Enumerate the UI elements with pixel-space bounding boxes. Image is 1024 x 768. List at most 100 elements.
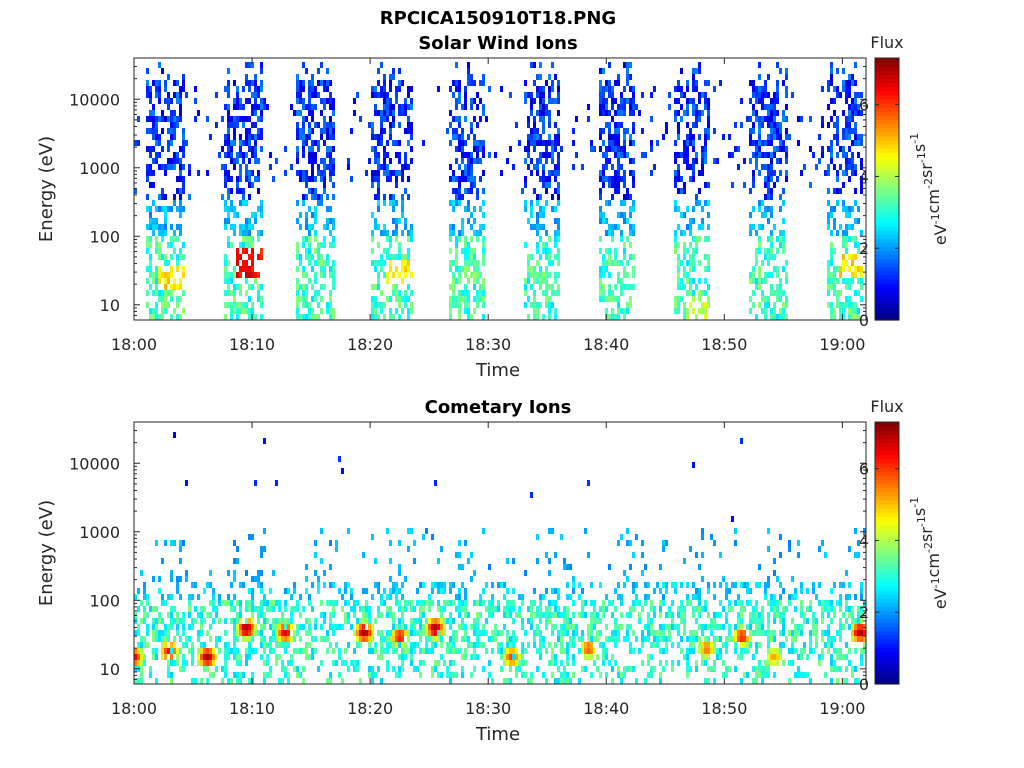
heatmap-cell	[776, 296, 779, 302]
heatmap-cell	[470, 182, 473, 188]
heatmap-cell	[857, 242, 860, 248]
heatmap-cell	[779, 308, 782, 314]
heatmap-cell	[455, 606, 458, 612]
heatmap-cell	[659, 636, 662, 642]
heatmap-cell	[233, 648, 236, 654]
heatmap-cell	[635, 600, 638, 606]
heatmap-cell	[860, 606, 863, 612]
heatmap-cell	[704, 642, 707, 648]
heatmap-cell	[170, 128, 173, 134]
heatmap-cell	[515, 122, 518, 128]
heatmap-cell	[719, 612, 722, 618]
heatmap-cell	[269, 606, 272, 612]
heatmap-cell	[752, 618, 755, 624]
x-tick-label: 18:00	[111, 335, 157, 354]
heatmap-cell	[233, 98, 236, 104]
heatmap-cell	[230, 678, 233, 684]
heatmap-cell	[749, 588, 752, 594]
heatmap-cell	[578, 594, 581, 600]
heatmap-cell	[821, 618, 824, 624]
heatmap-cell	[461, 600, 464, 606]
heatmap-cell	[458, 92, 461, 98]
heatmap-cell	[392, 272, 395, 278]
heatmap-cell	[479, 600, 482, 606]
heatmap-cell	[170, 98, 173, 104]
heatmap-cell	[764, 80, 767, 86]
heatmap-cell	[323, 636, 326, 642]
heatmap-cell	[836, 296, 839, 302]
heatmap-cell	[407, 254, 410, 260]
heatmap-cell	[392, 588, 395, 594]
heatmap-cell	[761, 606, 764, 612]
heatmap-cell	[308, 206, 311, 212]
heatmap-cell	[284, 146, 287, 152]
heatmap-cell	[254, 152, 257, 158]
heatmap-cell	[461, 564, 464, 570]
heatmap-cell	[767, 188, 770, 194]
heatmap-cell	[746, 588, 749, 594]
heatmap-cell	[773, 308, 776, 314]
heatmap-cell	[458, 164, 461, 170]
heatmap-cell	[770, 122, 773, 128]
heatmap-cell	[206, 654, 209, 660]
heatmap-cell	[464, 540, 467, 546]
heatmap-cell	[167, 290, 170, 296]
heatmap-cell	[482, 236, 485, 242]
heatmap-cell	[857, 152, 860, 158]
heatmap-cell	[782, 146, 785, 152]
heatmap-cell	[251, 606, 254, 612]
heatmap-cell	[374, 146, 377, 152]
heatmap-cell	[686, 666, 689, 672]
heatmap-cell	[695, 68, 698, 74]
heatmap-cell	[482, 104, 485, 110]
heatmap-cell	[632, 110, 635, 116]
heatmap-cell	[308, 236, 311, 242]
heatmap-cell	[587, 116, 590, 122]
heatmap-cell	[170, 122, 173, 128]
heatmap-cell	[269, 600, 272, 606]
heatmap-cell	[377, 314, 380, 320]
heatmap-cell	[758, 660, 761, 666]
heatmap-cell	[623, 104, 626, 110]
heatmap-cell	[794, 672, 797, 678]
heatmap-cell	[467, 558, 470, 564]
heatmap-cell	[776, 606, 779, 612]
heatmap-cell	[653, 642, 656, 648]
heatmap-cell	[476, 642, 479, 648]
heatmap-cell	[833, 218, 836, 224]
colorbar-segment	[875, 189, 899, 194]
heatmap-cell	[752, 272, 755, 278]
heatmap-cell	[383, 636, 386, 642]
heatmap-cell	[617, 122, 620, 128]
heatmap-cell	[368, 612, 371, 618]
heatmap-cell	[674, 308, 677, 314]
heatmap-cell	[671, 660, 674, 666]
heatmap-cell	[413, 606, 416, 612]
heatmap-cell	[620, 164, 623, 170]
heatmap-cell	[371, 302, 374, 308]
heatmap-cell	[143, 642, 146, 648]
heatmap-cell	[269, 642, 272, 648]
heatmap-cell	[527, 134, 530, 140]
heatmap-cell	[461, 230, 464, 236]
heatmap-cell	[386, 528, 389, 534]
heatmap-cell	[179, 254, 182, 260]
heatmap-cell	[371, 128, 374, 134]
heatmap-cell	[248, 624, 251, 630]
heatmap-cell	[437, 600, 440, 606]
heatmap-cell	[293, 588, 296, 594]
heatmap-cell	[398, 242, 401, 248]
heatmap-cell	[551, 528, 554, 534]
colorbar-segment	[875, 553, 899, 558]
heatmap-cell	[227, 260, 230, 266]
heatmap-cell	[683, 182, 686, 188]
heatmap-cell	[359, 678, 362, 684]
heatmap-cell	[623, 636, 626, 642]
heatmap-cell	[698, 110, 701, 116]
heatmap-cell	[140, 600, 143, 606]
heatmap-cell	[536, 606, 539, 612]
colorbar-segment	[875, 205, 899, 211]
heatmap-cell	[230, 278, 233, 284]
heatmap-cell	[293, 606, 296, 612]
